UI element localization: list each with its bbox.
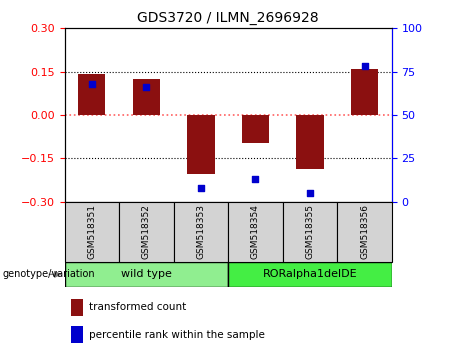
Point	[252, 176, 259, 182]
Bar	[242, 115, 269, 143]
Text: GSM518352: GSM518352	[142, 204, 151, 259]
FancyBboxPatch shape	[119, 202, 174, 262]
Text: transformed count: transformed count	[89, 302, 186, 312]
Text: GSM518354: GSM518354	[251, 204, 260, 259]
Text: GSM518355: GSM518355	[306, 204, 314, 259]
FancyBboxPatch shape	[174, 202, 228, 262]
FancyBboxPatch shape	[228, 202, 283, 262]
Bar	[187, 115, 214, 174]
FancyBboxPatch shape	[337, 202, 392, 262]
Point	[306, 190, 313, 196]
Title: GDS3720 / ILMN_2696928: GDS3720 / ILMN_2696928	[137, 11, 319, 24]
Point	[197, 185, 205, 191]
FancyBboxPatch shape	[283, 202, 337, 262]
Point	[361, 64, 368, 69]
Bar	[133, 79, 160, 115]
FancyBboxPatch shape	[65, 262, 228, 287]
Bar	[78, 74, 106, 115]
Text: genotype/variation: genotype/variation	[2, 269, 95, 279]
Text: GSM518356: GSM518356	[360, 204, 369, 259]
FancyBboxPatch shape	[228, 262, 392, 287]
Bar	[71, 326, 83, 343]
Point	[88, 81, 95, 87]
FancyBboxPatch shape	[65, 202, 119, 262]
Text: RORalpha1delDE: RORalpha1delDE	[263, 269, 357, 279]
Text: GSM518351: GSM518351	[87, 204, 96, 259]
Bar	[351, 69, 378, 115]
Bar	[71, 299, 83, 315]
Text: wild type: wild type	[121, 269, 172, 279]
Point	[142, 85, 150, 90]
Text: percentile rank within the sample: percentile rank within the sample	[89, 330, 265, 340]
Bar	[296, 115, 324, 169]
Text: GSM518353: GSM518353	[196, 204, 206, 259]
